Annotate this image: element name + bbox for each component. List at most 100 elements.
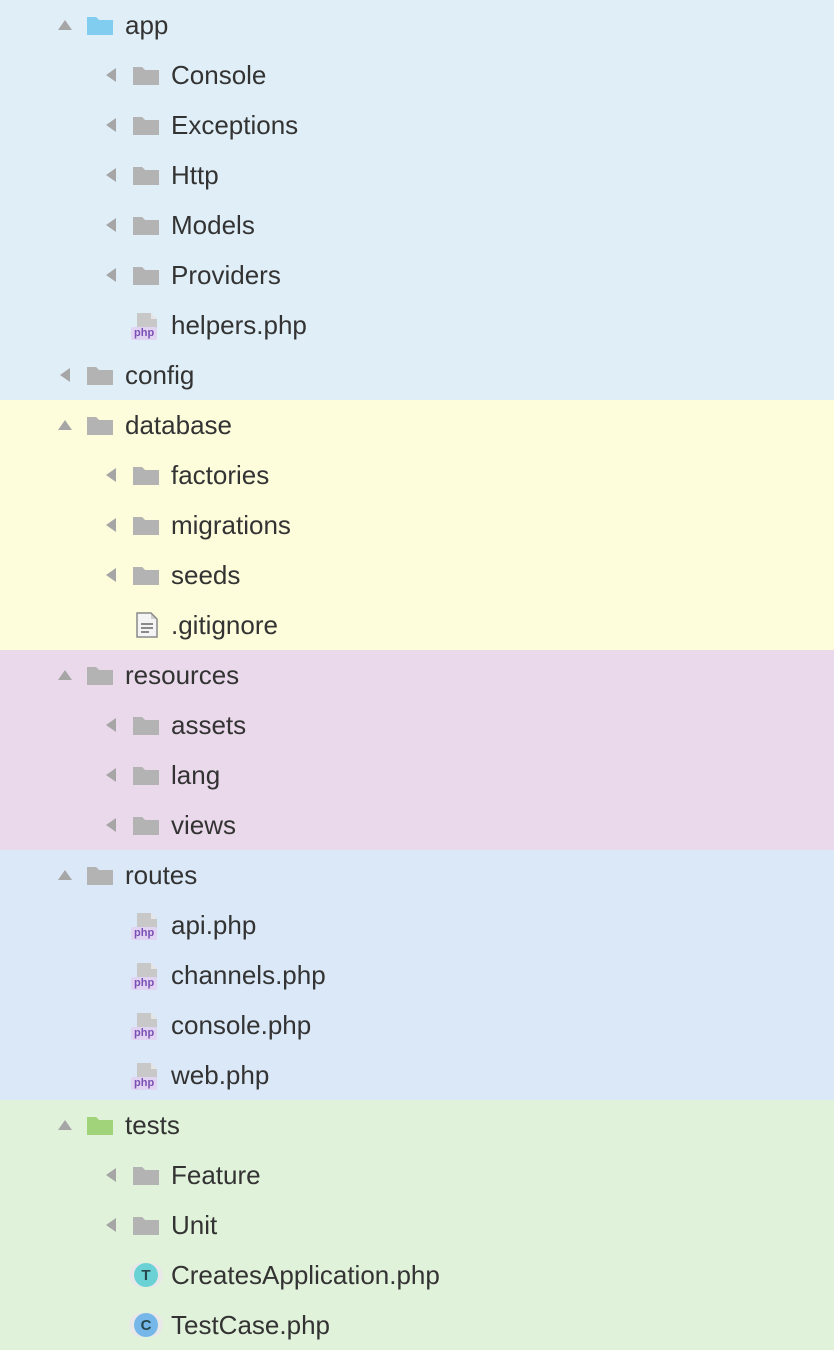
tree-item-label: app bbox=[125, 10, 168, 41]
arrow-spacer bbox=[101, 1315, 121, 1335]
chevron-right-icon[interactable] bbox=[101, 265, 121, 285]
tree-item[interactable]: views bbox=[0, 800, 834, 850]
tree-item-label: Exceptions bbox=[171, 110, 298, 141]
tree-item-label: .gitignore bbox=[171, 610, 278, 641]
folder-icon bbox=[85, 10, 115, 40]
tree-item-label: Unit bbox=[171, 1210, 217, 1241]
tree-item[interactable]: migrations bbox=[0, 500, 834, 550]
chevron-right-icon[interactable] bbox=[101, 715, 121, 735]
tree-item-label: helpers.php bbox=[171, 310, 307, 341]
php-file-icon: php bbox=[131, 310, 161, 340]
php-file-icon: php bbox=[131, 1060, 161, 1090]
tree-item-label: routes bbox=[125, 860, 197, 891]
folder-icon bbox=[131, 810, 161, 840]
chevron-down-icon[interactable] bbox=[55, 1115, 75, 1135]
chevron-right-icon[interactable] bbox=[101, 515, 121, 535]
chevron-right-icon[interactable] bbox=[101, 565, 121, 585]
php-file-icon: php bbox=[131, 1010, 161, 1040]
chevron-right-icon[interactable] bbox=[101, 1215, 121, 1235]
folder-icon bbox=[131, 110, 161, 140]
folder-icon bbox=[131, 760, 161, 790]
file-tree: appConsole Exceptions Http Models Providers p… bbox=[0, 0, 834, 1350]
tree-item[interactable]: php channels.php bbox=[0, 950, 834, 1000]
chevron-down-icon[interactable] bbox=[55, 415, 75, 435]
tree-item[interactable]: lang bbox=[0, 750, 834, 800]
tree-item-label: api.php bbox=[171, 910, 256, 941]
tree-item[interactable]: config bbox=[0, 350, 834, 400]
tree-item[interactable]: seeds bbox=[0, 550, 834, 600]
tree-item-label: console.php bbox=[171, 1010, 311, 1041]
tree-item[interactable]: Providers bbox=[0, 250, 834, 300]
chevron-right-icon[interactable] bbox=[101, 765, 121, 785]
text-file-icon bbox=[131, 610, 161, 640]
tree-item-label: views bbox=[171, 810, 236, 841]
tree-item[interactable]: Feature bbox=[0, 1150, 834, 1200]
tree-item-label: Feature bbox=[171, 1160, 261, 1191]
folder-icon bbox=[85, 360, 115, 390]
chevron-down-icon[interactable] bbox=[55, 665, 75, 685]
folder-icon bbox=[85, 860, 115, 890]
chevron-right-icon[interactable] bbox=[101, 165, 121, 185]
php-file-icon: php bbox=[131, 910, 161, 940]
tree-item[interactable]: resources bbox=[0, 650, 834, 700]
tree-item[interactable]: Console bbox=[0, 50, 834, 100]
tree-item[interactable]: php helpers.php bbox=[0, 300, 834, 350]
tree-item[interactable]: Http bbox=[0, 150, 834, 200]
folder-icon bbox=[85, 410, 115, 440]
tree-item[interactable]: assets bbox=[0, 700, 834, 750]
chevron-down-icon[interactable] bbox=[55, 865, 75, 885]
folder-icon bbox=[131, 160, 161, 190]
tree-item[interactable]: database bbox=[0, 400, 834, 450]
tree-item-label: database bbox=[125, 410, 232, 441]
tree-item-label: assets bbox=[171, 710, 246, 741]
tree-item[interactable]: Exceptions bbox=[0, 100, 834, 150]
folder-icon bbox=[85, 660, 115, 690]
tree-item[interactable]: C TestCase.php bbox=[0, 1300, 834, 1350]
chevron-right-icon[interactable] bbox=[101, 1165, 121, 1185]
chevron-right-icon[interactable] bbox=[101, 815, 121, 835]
chevron-down-icon[interactable] bbox=[55, 15, 75, 35]
arrow-spacer bbox=[101, 1265, 121, 1285]
chevron-right-icon[interactable] bbox=[55, 365, 75, 385]
folder-icon bbox=[131, 1210, 161, 1240]
tree-item-label: TestCase.php bbox=[171, 1310, 330, 1341]
tree-item[interactable]: php console.php bbox=[0, 1000, 834, 1050]
folder-icon bbox=[131, 510, 161, 540]
tree-item-label: tests bbox=[125, 1110, 180, 1141]
php-class-icon: C bbox=[131, 1310, 161, 1340]
tree-item[interactable]: .gitignore bbox=[0, 600, 834, 650]
tree-item-label: channels.php bbox=[171, 960, 326, 991]
tree-item[interactable]: tests bbox=[0, 1100, 834, 1150]
tree-item-label: seeds bbox=[171, 560, 240, 591]
tree-item[interactable]: routes bbox=[0, 850, 834, 900]
tree-item-label: Providers bbox=[171, 260, 281, 291]
tree-item[interactable]: phpweb.php bbox=[0, 1050, 834, 1100]
folder-icon bbox=[131, 210, 161, 240]
chevron-right-icon[interactable] bbox=[101, 465, 121, 485]
arrow-spacer bbox=[101, 615, 121, 635]
chevron-right-icon[interactable] bbox=[101, 215, 121, 235]
tree-item[interactable]: factories bbox=[0, 450, 834, 500]
tree-item-label: factories bbox=[171, 460, 269, 491]
arrow-spacer bbox=[101, 1015, 121, 1035]
tree-item-label: Models bbox=[171, 210, 255, 241]
chevron-right-icon[interactable] bbox=[101, 65, 121, 85]
tree-item[interactable]: app bbox=[0, 0, 834, 50]
tree-item-label: migrations bbox=[171, 510, 291, 541]
php-class-icon: T bbox=[131, 1260, 161, 1290]
tree-item[interactable]: Models bbox=[0, 200, 834, 250]
folder-icon bbox=[131, 460, 161, 490]
php-file-icon: php bbox=[131, 960, 161, 990]
tree-item[interactable]: T CreatesApplication.php bbox=[0, 1250, 834, 1300]
tree-item-label: Console bbox=[171, 60, 266, 91]
arrow-spacer bbox=[101, 315, 121, 335]
tree-item[interactable]: Unit bbox=[0, 1200, 834, 1250]
tree-item-label: CreatesApplication.php bbox=[171, 1260, 440, 1291]
folder-icon bbox=[131, 710, 161, 740]
tree-item[interactable]: php api.php bbox=[0, 900, 834, 950]
tree-item-label: Http bbox=[171, 160, 219, 191]
folder-icon bbox=[131, 560, 161, 590]
chevron-right-icon[interactable] bbox=[101, 115, 121, 135]
folder-icon bbox=[131, 1160, 161, 1190]
folder-icon bbox=[131, 60, 161, 90]
